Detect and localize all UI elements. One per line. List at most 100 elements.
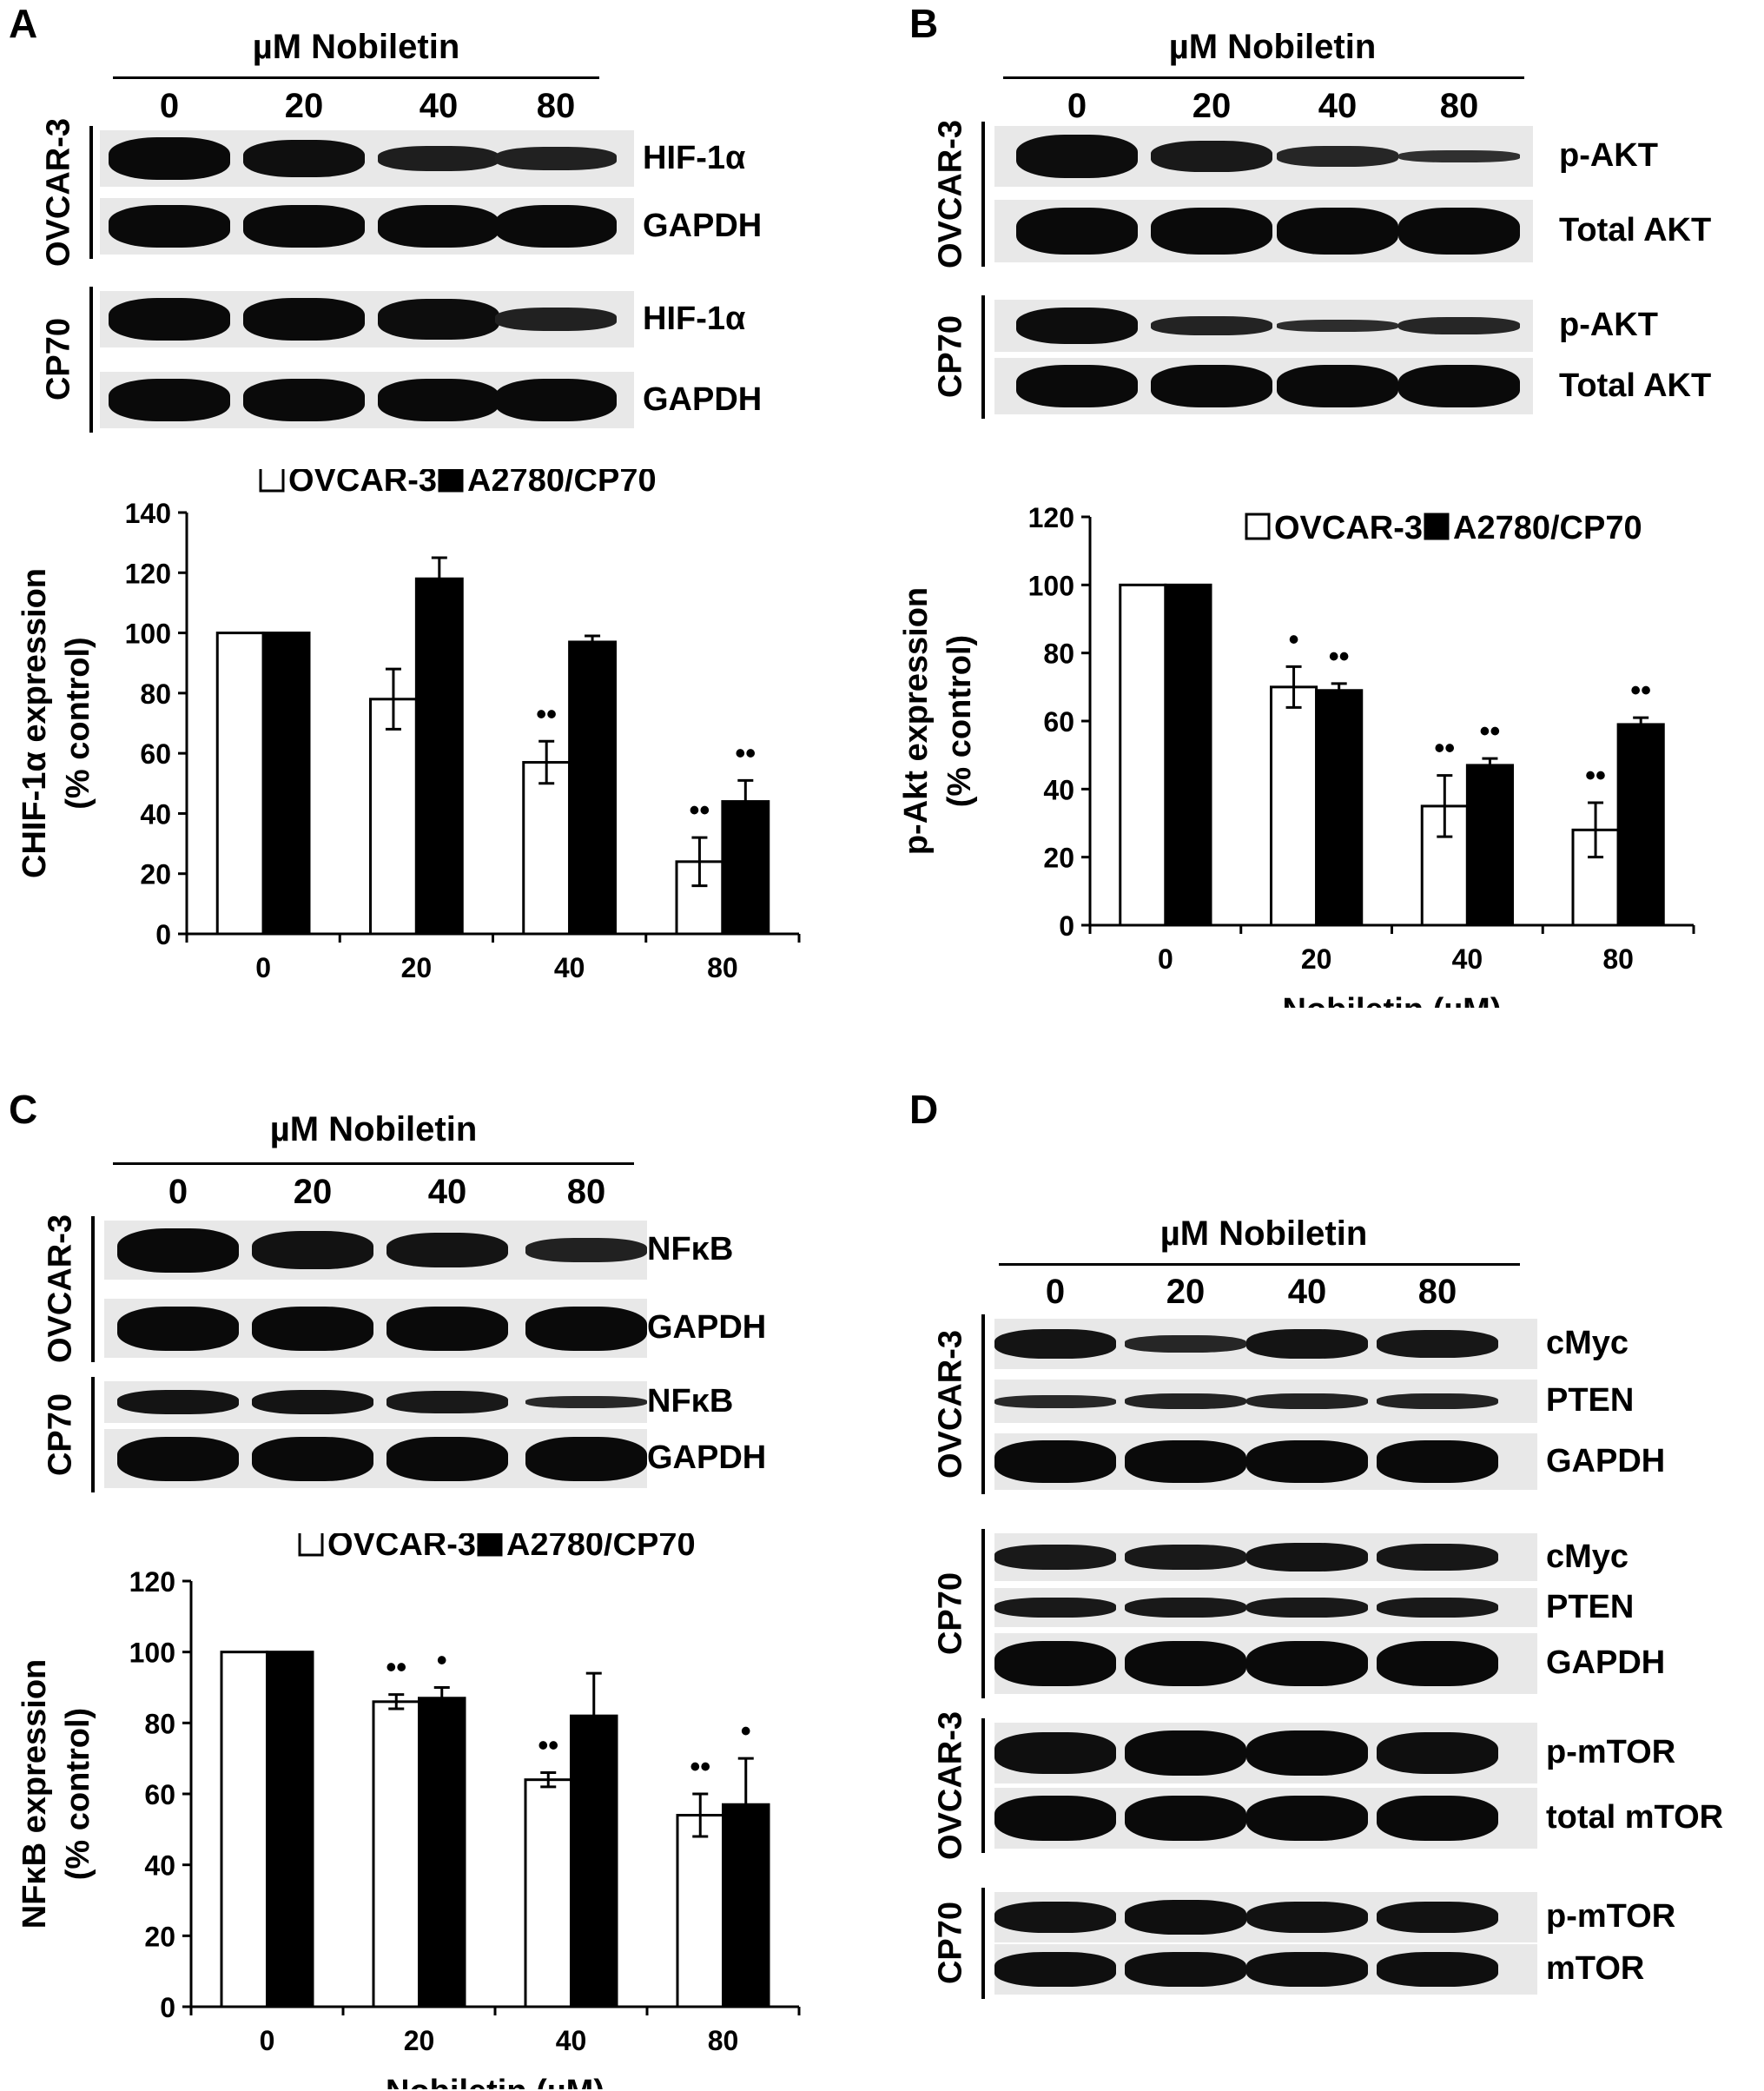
blot-band (1398, 316, 1520, 335)
bar (1315, 689, 1364, 927)
cell-line-bracket (981, 122, 985, 267)
cell-line-label: OVCAR-3 (932, 1329, 969, 1479)
blot-band (1377, 1544, 1498, 1571)
legend-swatch (1424, 513, 1450, 540)
blot-band (386, 1232, 508, 1268)
protein-label: cMyc (1546, 1538, 1629, 1575)
legend-label: A2780/CP70 (506, 1533, 696, 1563)
cell-line-label: CP70 (42, 1393, 79, 1476)
blot-band (1277, 208, 1398, 255)
y-axis-label-unit: (% control) (60, 637, 96, 809)
blot-band (1246, 1730, 1368, 1777)
blot-band (1151, 315, 1272, 336)
blot-band (378, 145, 499, 172)
significance-marker: • (437, 1644, 447, 1677)
blot-band (1246, 1393, 1368, 1410)
blot-band (525, 1306, 647, 1351)
blot-band (1016, 135, 1138, 178)
treatment-header-line (113, 1162, 634, 1165)
cell-line-bracket (981, 1529, 985, 1698)
blot-band (994, 1952, 1116, 1987)
protein-label: PTEN (1546, 1588, 1635, 1625)
x-tick-label: 80 (708, 2025, 739, 2056)
y-tick-label: 120 (125, 558, 171, 589)
significance-marker: •• (735, 737, 756, 770)
blot-band (994, 1640, 1116, 1687)
blot-band (1016, 208, 1138, 255)
legend-swatch (298, 1533, 324, 1557)
blot-band (994, 1795, 1116, 1842)
treatment-header: µM Nobiletin (252, 28, 460, 66)
blot-band (252, 1436, 373, 1481)
blot-band (525, 1395, 647, 1409)
blot-band (1125, 1730, 1246, 1777)
blot-band (117, 1389, 239, 1415)
y-axis-label-unit: (% control) (60, 1708, 96, 1880)
y-tick-label: 40 (144, 1850, 175, 1882)
bar (1270, 685, 1318, 927)
significance-marker: • (1289, 623, 1299, 656)
significance-marker: •• (1329, 640, 1350, 673)
blot-band (1125, 1597, 1246, 1618)
x-tick-label: 20 (401, 952, 433, 983)
bar (1119, 583, 1167, 927)
x-tick-label: 40 (1452, 943, 1483, 975)
x-tick-label: 0 (1158, 943, 1173, 975)
legend-swatch (477, 1533, 503, 1557)
protein-label: GAPDH (647, 1439, 767, 1476)
cell-line-bracket (981, 1718, 985, 1853)
bar (372, 1700, 420, 2008)
bar-chart: 020406080100120020•••40••80•••Nobiletin … (17, 1533, 801, 2089)
blot-band (252, 1231, 373, 1269)
y-tick-label: 0 (155, 919, 171, 950)
blot-band (386, 1391, 508, 1413)
y-tick-label: 100 (125, 619, 171, 650)
significance-marker: •• (690, 794, 710, 827)
protein-label: mTOR (1546, 1950, 1645, 1987)
blot-band (243, 139, 365, 178)
blot-band (1125, 1393, 1246, 1410)
cell-line-label: OVCAR-3 (932, 1711, 969, 1860)
cell-line-bracket (981, 1314, 985, 1494)
blot-band (1125, 1900, 1246, 1935)
blot-band (1125, 1795, 1246, 1842)
y-tick-label: 140 (125, 498, 171, 529)
blot-band (994, 1440, 1116, 1483)
blot-band (117, 1436, 239, 1481)
significance-marker: •• (1585, 759, 1606, 792)
cell-line-label: CP70 (40, 317, 77, 401)
cell-line-label: CP70 (932, 314, 969, 399)
legend-label: OVCAR-3 (327, 1533, 476, 1563)
x-axis-label: Nobiletin (µM) (1283, 992, 1502, 1008)
x-tick-label: 0 (255, 952, 271, 983)
blot-band (1377, 1329, 1498, 1359)
bar (522, 761, 571, 936)
blot-band (1246, 1597, 1368, 1618)
cell-line-bracket (981, 1888, 985, 1999)
blot-band (1125, 1335, 1246, 1353)
panel-label: C (9, 1087, 38, 1132)
significance-marker: •• (386, 1651, 406, 1684)
cell-line-bracket (89, 126, 93, 259)
protein-label: NFκB (647, 1383, 734, 1419)
blot-band (252, 1389, 373, 1415)
bar (568, 640, 617, 936)
protein-label: total mTOR (1546, 1799, 1724, 1836)
significance-marker: •• (1480, 715, 1501, 748)
blot-band (1377, 1597, 1498, 1618)
blot-band (994, 1328, 1116, 1360)
blot-band (1016, 307, 1138, 345)
blot-band (386, 1436, 508, 1481)
y-tick-label: 80 (144, 1708, 175, 1739)
dose-label: 0 (168, 1173, 188, 1211)
protein-label: GAPDH (647, 1309, 767, 1346)
protein-label: GAPDH (1546, 1442, 1666, 1479)
dose-label: 40 (1318, 87, 1358, 125)
y-tick-label: 60 (140, 738, 171, 770)
protein-label: Total AKT (1559, 212, 1712, 248)
y-tick-label: 60 (144, 1779, 175, 1810)
protein-label: GAPDH (643, 207, 763, 244)
protein-label: GAPDH (643, 380, 763, 418)
